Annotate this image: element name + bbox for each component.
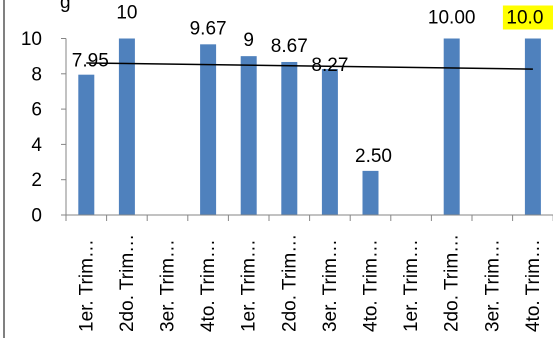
x-category-label: 1er. Trim… xyxy=(76,239,97,332)
bar xyxy=(443,38,460,215)
y-tick-label: 6 xyxy=(31,100,42,121)
x-category-label: 2do. Trim… xyxy=(117,234,138,332)
x-category-label: 3er. Trim… xyxy=(158,239,179,332)
data-label: 10.0 xyxy=(506,8,543,29)
x-category-label: 3er. Trim… xyxy=(320,239,341,332)
y-tick-label: 0 xyxy=(31,206,42,227)
x-category-label: 4to. Trim… xyxy=(361,239,382,332)
trendline xyxy=(86,62,533,70)
trendline-layer xyxy=(86,62,533,70)
data-label: 8.27 xyxy=(311,55,348,76)
y-axis: 0 2 4 6 8 10 xyxy=(21,29,67,227)
data-label: 10 xyxy=(116,3,137,24)
bar xyxy=(321,69,338,215)
x-category-label: 1er. Trim… xyxy=(239,239,260,332)
bar xyxy=(200,44,217,216)
y-tick-label: 4 xyxy=(31,135,42,156)
bar xyxy=(118,38,135,215)
x-category-label: 1er. Trim… xyxy=(401,239,422,332)
bar xyxy=(78,74,95,216)
data-label: 8.67 xyxy=(271,36,308,57)
bars xyxy=(78,38,541,216)
data-label: 7.95 xyxy=(72,51,109,72)
x-category-label: 4to. Trim… xyxy=(198,239,219,332)
data-label: 2.50 xyxy=(355,146,392,167)
x-category-label: 2do. Trim… xyxy=(442,234,463,332)
y-tick-label: 10 xyxy=(21,29,42,50)
y-tick-label: 2 xyxy=(31,170,42,191)
data-labels: 7.95 10 9.67 9 8.678.27 2.50 10.00 10.0 xyxy=(72,3,553,167)
bar xyxy=(524,38,541,215)
bar xyxy=(362,170,379,215)
x-category-label: 4to. Trim… xyxy=(523,239,544,332)
x-category-label: 2do. Trim… xyxy=(279,234,300,332)
bar xyxy=(240,56,257,216)
data-label: 9 xyxy=(243,30,254,51)
data-label: 10.00 xyxy=(428,8,476,29)
data-label: 9.67 xyxy=(190,18,227,39)
x-category-label: 3er. Trim… xyxy=(482,239,503,332)
x-axis: 1er. Trim… 2do. Trim… 3er. Trim… 4to. Trim…… xyxy=(65,214,553,332)
bar xyxy=(281,61,298,215)
partial-label: g xyxy=(60,0,71,13)
y-tick-label: 8 xyxy=(31,64,42,85)
data-label-highlight xyxy=(502,5,553,30)
